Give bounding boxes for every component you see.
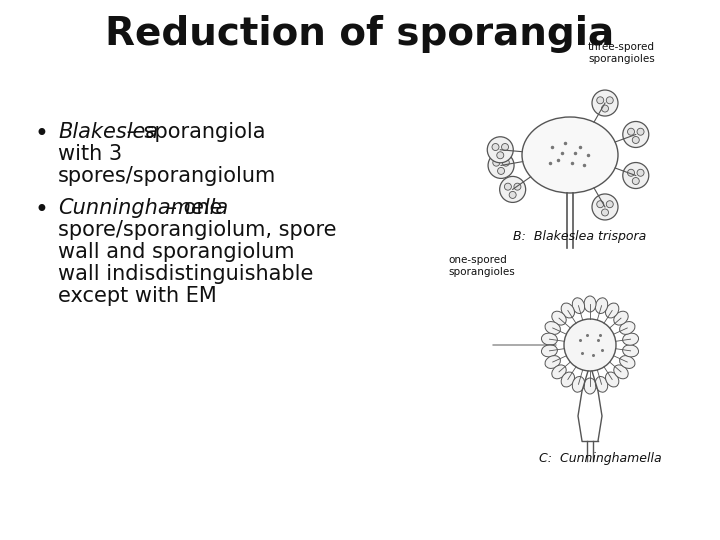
Text: C:  Cunninghamella: C: Cunninghamella [539, 452, 661, 465]
Circle shape [601, 209, 608, 216]
Text: spore/sporangiolum, spore: spore/sporangiolum, spore [58, 220, 336, 240]
Circle shape [497, 152, 504, 159]
Ellipse shape [552, 311, 566, 325]
Ellipse shape [606, 303, 618, 318]
Ellipse shape [572, 298, 585, 314]
Ellipse shape [561, 372, 575, 387]
Text: wall indisdistinguishable: wall indisdistinguishable [58, 264, 313, 284]
Ellipse shape [584, 296, 596, 312]
Circle shape [509, 191, 516, 198]
Text: three-spored
sporangioles: three-spored sporangioles [588, 42, 655, 64]
Ellipse shape [595, 298, 608, 314]
Ellipse shape [584, 378, 596, 394]
Text: Blakeslea: Blakeslea [58, 122, 158, 142]
Ellipse shape [541, 333, 557, 345]
Circle shape [628, 169, 634, 176]
Ellipse shape [613, 311, 628, 325]
Circle shape [597, 97, 604, 104]
Circle shape [601, 105, 608, 112]
Text: •: • [35, 198, 49, 222]
Text: •: • [35, 122, 49, 146]
Ellipse shape [552, 365, 566, 379]
Text: – one: – one [160, 198, 222, 218]
Text: B:  Blakeslea trispora: B: Blakeslea trispora [513, 230, 647, 243]
Circle shape [592, 194, 618, 220]
Circle shape [492, 159, 500, 166]
Circle shape [492, 144, 499, 151]
Ellipse shape [541, 345, 557, 357]
Circle shape [500, 177, 526, 202]
Circle shape [632, 137, 639, 144]
Circle shape [488, 152, 514, 178]
Circle shape [637, 169, 644, 176]
Circle shape [514, 183, 521, 190]
Ellipse shape [595, 376, 608, 392]
Circle shape [592, 90, 618, 116]
Ellipse shape [561, 303, 575, 318]
Ellipse shape [572, 376, 585, 392]
Circle shape [487, 137, 513, 163]
Circle shape [503, 159, 509, 166]
Text: – sporangiola: – sporangiola [120, 122, 266, 142]
Ellipse shape [606, 372, 618, 387]
Circle shape [606, 97, 613, 104]
Circle shape [597, 201, 604, 208]
Text: wall and sporangiolum: wall and sporangiolum [58, 242, 294, 262]
Circle shape [623, 122, 649, 147]
Ellipse shape [623, 345, 639, 357]
Circle shape [623, 163, 649, 188]
Circle shape [637, 128, 644, 135]
Text: Cunninghamella: Cunninghamella [58, 198, 228, 218]
Ellipse shape [620, 322, 635, 334]
Circle shape [628, 128, 634, 135]
Ellipse shape [545, 322, 560, 334]
Text: Reduction of sporangia: Reduction of sporangia [105, 15, 615, 53]
Ellipse shape [613, 365, 628, 379]
Text: with 3: with 3 [58, 144, 122, 164]
Ellipse shape [620, 356, 635, 368]
Ellipse shape [623, 333, 639, 345]
Circle shape [502, 144, 508, 151]
Text: spores/sporangiolum: spores/sporangiolum [58, 166, 276, 186]
Ellipse shape [522, 117, 618, 193]
Circle shape [498, 167, 505, 174]
Circle shape [632, 178, 639, 185]
Circle shape [606, 201, 613, 208]
Text: except with EM: except with EM [58, 286, 217, 306]
Circle shape [564, 319, 616, 371]
Ellipse shape [545, 356, 560, 368]
Circle shape [505, 183, 511, 190]
Text: one-spored
sporangioles: one-spored sporangioles [448, 255, 515, 276]
